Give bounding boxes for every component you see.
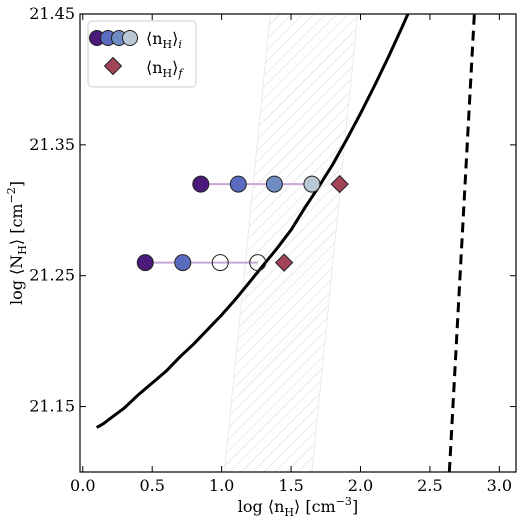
initial-point (136, 254, 154, 272)
y-tick-label: 21.15 (29, 397, 75, 416)
series-row-1 (192, 174, 349, 194)
initial-point (229, 175, 247, 193)
legend-diamond-marker (103, 56, 123, 76)
initial-point (192, 175, 210, 193)
final-point (274, 253, 294, 272)
initial-point (174, 254, 192, 272)
x-axis-ticks: 0.0 0.5 1.0 1.5 2.0 2.5 3.0 (70, 14, 512, 495)
x-tick-label: 0.5 (139, 476, 164, 495)
y-axis-label: log ⟨NH⟩ [cm−2] (5, 181, 29, 305)
final-point (330, 174, 349, 194)
x-tick-label: 2.5 (417, 476, 442, 495)
legend-circle-4 (122, 30, 138, 46)
solid-curve (95, 14, 410, 429)
legend-label-final: ⟨nH⟩f (146, 58, 184, 80)
y-tick-label: 21.45 (29, 4, 75, 23)
x-tick-label: 2.0 (348, 476, 373, 495)
hatched-band (223, 14, 359, 472)
x-tick-label: 3.0 (487, 476, 512, 495)
plot-frame (79, 13, 517, 473)
legend-label-initial: ⟨nH⟩i (146, 29, 182, 51)
legend-initial-marker (89, 30, 138, 46)
x-tick-label: 1.5 (278, 476, 303, 495)
y-axis-ticks: 21.15 21.25 21.35 21.45 (29, 4, 516, 416)
dashed-curve (447, 14, 476, 472)
series-row-2 (136, 253, 294, 272)
x-tick-label: 1.0 (209, 476, 234, 495)
initial-point (211, 254, 229, 272)
y-tick-label: 21.25 (29, 266, 75, 285)
initial-point (265, 175, 283, 193)
y-tick-label: 21.35 (29, 135, 75, 154)
x-tick-label: 0.0 (70, 476, 95, 495)
initial-point (249, 254, 267, 272)
legend: ⟨nH⟩i ⟨nH⟩f (87, 20, 197, 88)
series-layer (136, 174, 349, 272)
x-axis-label: log ⟨nH⟩ [cm−3] (238, 495, 358, 519)
initial-point (303, 175, 321, 193)
